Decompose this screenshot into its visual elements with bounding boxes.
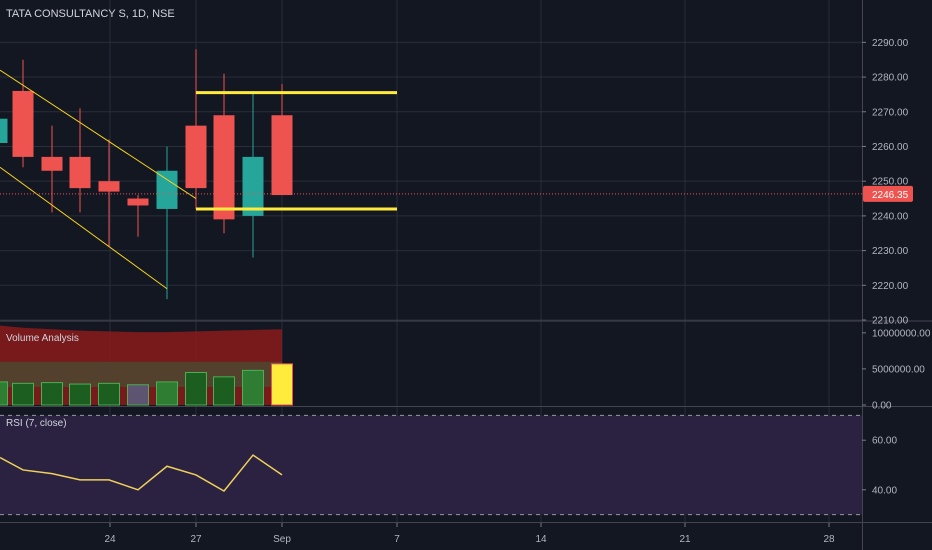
volume-bar <box>156 381 178 406</box>
volume-bar <box>98 382 120 406</box>
time-tick-label: Sep <box>273 534 291 545</box>
candle-body <box>0 118 8 143</box>
price-tick-label: 2250.00 <box>872 177 909 188</box>
candle-body <box>69 156 91 189</box>
volume-bar <box>69 383 91 406</box>
volume-bar <box>12 382 34 406</box>
volume-bars <box>0 363 293 406</box>
time-tick-label: 7 <box>394 534 400 545</box>
price-tick-label: 2240.00 <box>872 211 909 222</box>
rsi-line <box>0 454 283 492</box>
candle <box>127 195 149 237</box>
price-tick-label: 2260.00 <box>872 142 909 153</box>
price-tick-label: 2230.00 <box>872 246 909 257</box>
candle <box>271 84 293 196</box>
candle <box>12 59 34 168</box>
symbol-title[interactable]: TATA CONSULTANCY S, 1D, NSE <box>6 8 175 20</box>
trendline-upper <box>0 69 197 199</box>
candle-body <box>156 170 178 209</box>
candle-body <box>12 90 34 157</box>
time-tick-label: 28 <box>823 534 835 545</box>
last-price-value: 2246.35 <box>872 190 909 201</box>
last-price-label-bg <box>863 185 913 202</box>
price-tick-label: 2220.00 <box>872 281 909 292</box>
rsi-pane-title[interactable]: RSI (7, close) <box>6 418 67 429</box>
rsi-pane[interactable] <box>0 414 862 516</box>
volume-bar <box>185 372 207 406</box>
time-tick-label: 14 <box>535 534 547 545</box>
rsi-tick-label: 60.00 <box>872 436 897 447</box>
volume-bar <box>127 384 149 406</box>
candle <box>242 90 264 258</box>
volume-tick-label: 10000000.00 <box>872 328 931 339</box>
price-tick-label: 2210.00 <box>872 316 909 327</box>
price-tick-label: 2280.00 <box>872 73 909 84</box>
candle-body <box>98 181 120 192</box>
candle-body <box>127 198 149 206</box>
candle <box>156 146 178 300</box>
price-tick-label: 2270.00 <box>872 107 909 118</box>
time-tick-label: 21 <box>679 534 691 545</box>
candle-body <box>242 156 264 216</box>
price-axis[interactable]: 2290.00 2280.00 2270.00 2260.00 2250.00 2240.… <box>862 38 931 496</box>
rsi-tick-label: 40.00 <box>872 485 897 496</box>
candle-body <box>213 115 235 220</box>
volume-bar <box>41 382 63 406</box>
volume-bar <box>271 363 293 406</box>
rsi-band-fill <box>0 415 862 515</box>
candle-body <box>41 156 63 171</box>
candle <box>98 139 120 248</box>
time-axis[interactable]: 24 27 Sep 7 14 21 28 <box>104 523 835 545</box>
drawing-annotations[interactable] <box>0 69 397 290</box>
time-tick-label: 27 <box>190 534 202 545</box>
candle-body <box>271 115 293 196</box>
volume-bar <box>242 369 264 406</box>
candlestick-series <box>0 49 293 300</box>
price-tick-label: 2290.00 <box>872 38 909 49</box>
volume-pane[interactable] <box>0 325 293 406</box>
time-tick-label: 24 <box>104 534 116 545</box>
volume-pane-title[interactable]: Volume Analysis <box>6 333 79 344</box>
price-pane[interactable] <box>0 49 862 300</box>
candle <box>69 108 91 213</box>
candle <box>185 49 207 209</box>
candle <box>41 125 63 213</box>
candle-body <box>185 125 207 189</box>
volume-bar <box>213 376 235 406</box>
volume-tick-label: 0.00 <box>872 401 892 412</box>
last-price-label: 2246.35 <box>863 185 913 202</box>
candle <box>213 73 235 234</box>
candle <box>0 118 8 143</box>
volume-tick-label: 5000000.00 <box>872 364 925 375</box>
trendline-lower <box>0 166 168 290</box>
volume-bar <box>0 381 8 406</box>
